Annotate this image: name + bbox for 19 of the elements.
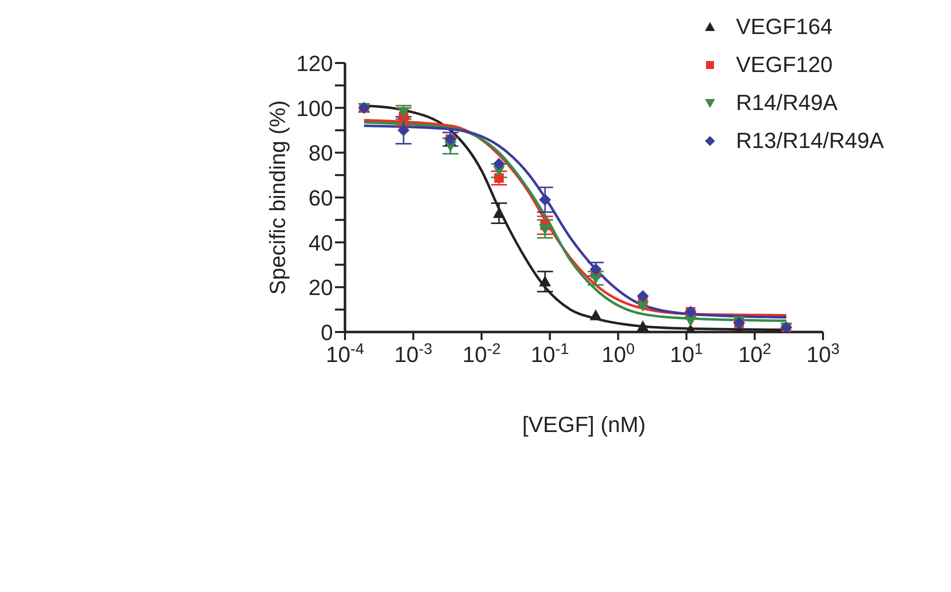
x-tick-label: 10$^{-3}$: [394, 340, 432, 367]
y-tick-label: 40: [308, 230, 333, 256]
x-tick-label: 10$^{1}$: [670, 340, 703, 367]
x-tick-label: 10$^{2}$: [738, 340, 772, 367]
y-axis-title: Specific binding (%): [264, 100, 290, 295]
x-tick-label: 10$^{-1}$: [530, 340, 569, 367]
legend-label: R13/R14/R49A: [736, 128, 884, 154]
legend-label: R14/R49A: [736, 90, 838, 116]
x-tick-label: 10$^{-2}$: [462, 340, 501, 367]
x-tick-label: 10$^{0}$: [602, 340, 635, 367]
x-axis-title: [VEGF] (nM): [522, 412, 646, 437]
y-tick-label: 120: [296, 51, 333, 76]
legend-label: VEGF164: [736, 14, 833, 40]
y-tick-label: 80: [308, 140, 333, 166]
x-tick-label: 10$^{3}$: [806, 340, 840, 367]
legend-label: VEGF120: [736, 52, 833, 78]
y-tick-label: 60: [308, 186, 333, 210]
y-tick-label: 100: [296, 96, 333, 121]
y-tick-label: 20: [308, 275, 333, 300]
